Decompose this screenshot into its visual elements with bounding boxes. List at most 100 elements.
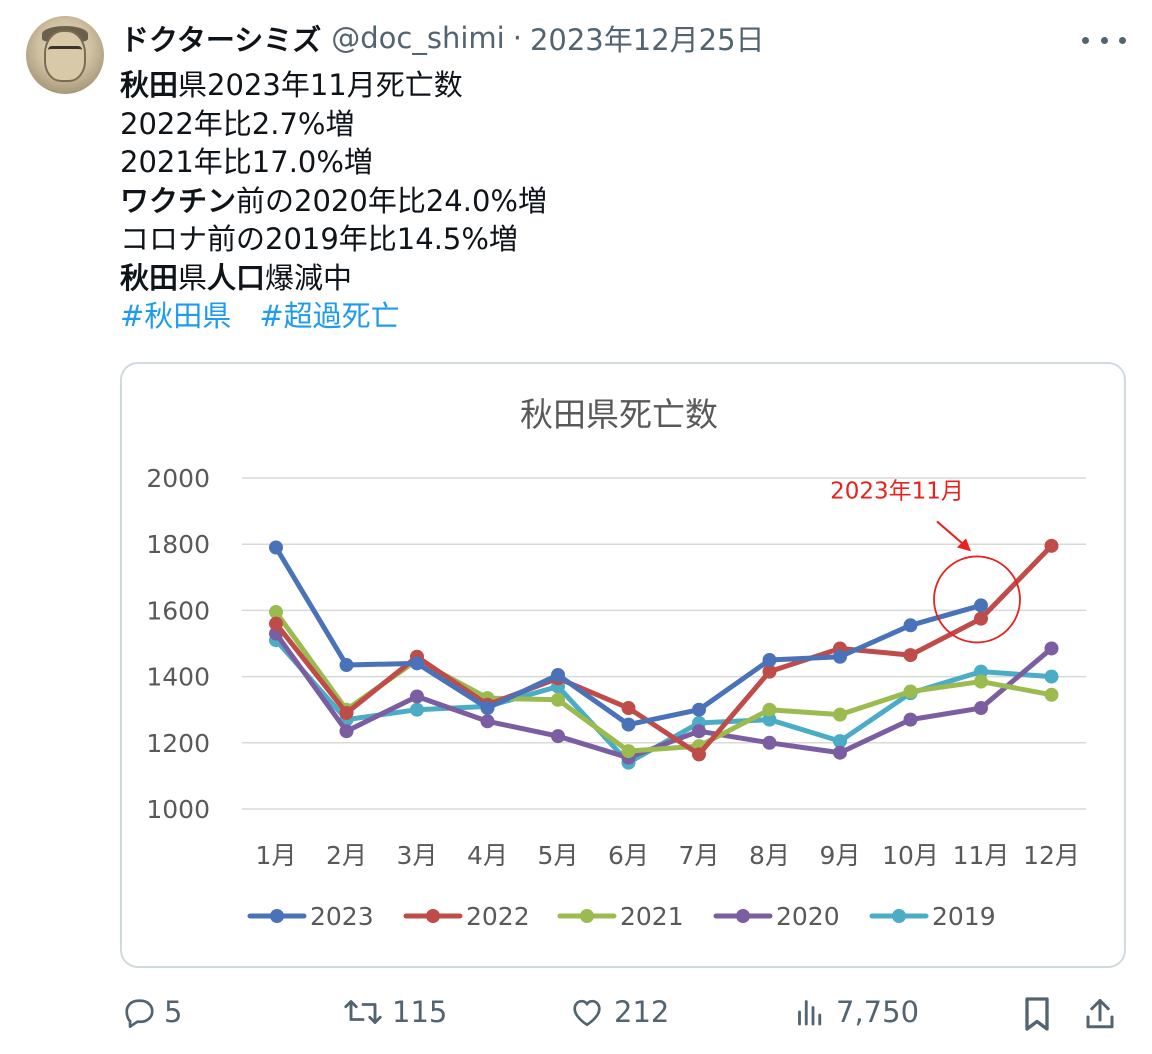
data-point-2019: [410, 702, 424, 717]
tweet-date[interactable]: 2023年12月25日: [529, 23, 765, 57]
data-point-2023: [974, 598, 988, 613]
legend-marker-2021: [580, 909, 594, 923]
x-tick-label: 11月: [953, 841, 1010, 870]
x-tick-label: 3月: [397, 841, 438, 870]
x-tick-label: 7月: [679, 841, 720, 870]
data-point-2023: [480, 701, 495, 716]
reply-count: 5: [164, 995, 183, 1029]
retweet-icon: [344, 1000, 382, 1024]
tweet-text-bold: 秋田: [120, 68, 179, 102]
data-point-2021: [551, 692, 565, 707]
data-point-2022: [903, 648, 918, 663]
series-line-2022: [273, 543, 1054, 757]
data-point-2020: [833, 745, 847, 760]
data-point-2021: [269, 605, 283, 620]
author-name[interactable]: ドクターシミズ: [120, 23, 322, 57]
tweet-text-segment: 県: [178, 260, 208, 295]
share-icon: [1086, 999, 1114, 1029]
reply-button[interactable]: 5: [120, 994, 182, 1030]
author-handle[interactable]: @doc_shimi: [331, 21, 505, 55]
y-tick-label: 1400: [146, 663, 210, 692]
data-point-2023: [621, 717, 636, 732]
annotation-circle: [933, 555, 1021, 644]
data-point-2019: [1044, 669, 1059, 684]
tweet-body: 秋田県2023年11月死亡数 2022年比2.7%増 2021年比17.0%増 ワクチ…: [120, 66, 547, 336]
data-point-2020: [692, 724, 706, 739]
chart-svg: 秋田県死亡数 2000 1800 1600 1400 1200 1000 1月 2月 3月 4月 5月…: [146, 395, 1086, 931]
data-point-2020: [480, 714, 495, 729]
action-bar: 5 115 212 7,750: [0, 990, 1152, 1040]
data-point-2021: [762, 702, 777, 717]
data-point-2023: [692, 702, 706, 717]
data-point-2020: [551, 729, 565, 744]
tweet-line: 2022年比2.7%増: [120, 105, 547, 144]
data-point-2021: [1044, 687, 1059, 702]
legend-marker-2023: [270, 909, 284, 923]
data-point-2020: [903, 712, 918, 727]
data-point-2023: [269, 540, 283, 555]
data-point-2022: [762, 664, 777, 679]
data-point-2020: [1044, 641, 1059, 656]
x-tick-label: 2月: [326, 841, 367, 870]
tweet-text-segment: 爆減中: [265, 260, 353, 295]
tweet-text-bold: 秋田: [120, 260, 179, 295]
data-point-2022: [692, 747, 706, 762]
data-point-2022: [339, 706, 354, 721]
more-dots-icon[interactable]: [1082, 26, 1126, 54]
media-card[interactable]: 秋田県死亡数 2000 1800 1600 1400 1200 1000 1月 2月 3月 4月 5月…: [120, 362, 1126, 968]
legend-marker-2019: [892, 909, 906, 923]
y-tick-label: 1600: [146, 596, 210, 625]
data-point-2023: [339, 658, 354, 673]
legend-label: 2022: [466, 902, 530, 931]
x-tick-label: 6月: [608, 841, 649, 870]
data-point-2019: [974, 664, 988, 679]
data-point-2021: [903, 684, 918, 699]
tweet-line: ワクチン前の2020年比24.0%増: [120, 182, 547, 221]
retweet-button[interactable]: 115: [342, 994, 447, 1030]
hashtag-row: #秋田県 #超過死亡: [120, 297, 547, 336]
tweet-line: 秋田県2023年11月死亡数: [120, 66, 547, 105]
data-point-2021: [833, 707, 847, 722]
data-point-2022: [269, 616, 283, 631]
data-point-2023: [833, 649, 847, 664]
data-point-2022: [974, 611, 988, 626]
retweet-count: 115: [392, 995, 448, 1029]
tweet-line: 秋田県人口爆減中: [120, 259, 547, 298]
avatar[interactable]: [26, 16, 104, 94]
bookmark-button[interactable]: [1020, 994, 1054, 1034]
series-line-2020: [273, 631, 1054, 761]
data-point-2023: [903, 618, 918, 633]
avatar-glasses: [48, 46, 82, 56]
tweet-line: 2021年比17.0%増: [120, 143, 547, 182]
tweet-text-segment: 2022年比2.7%増: [120, 106, 355, 141]
legend-label: 2021: [620, 902, 684, 931]
hashtag-link[interactable]: #超過死亡: [259, 299, 400, 333]
tweet-text-segment: コロナ前の2019年比14.5%増: [120, 222, 518, 256]
data-point-2023: [551, 667, 565, 682]
y-tick-label: 1000: [146, 795, 210, 824]
tweet-text-segment: 前の2020年比24.0%増: [236, 183, 547, 218]
x-tick-label: 9月: [820, 841, 861, 870]
data-point-2021: [621, 744, 636, 759]
views-button[interactable]: 7,750: [792, 994, 919, 1030]
chart-title: 秋田県死亡数: [520, 395, 718, 434]
series-line-2023: [273, 545, 984, 728]
legend-label: 2023: [310, 902, 374, 931]
hashtag-link[interactable]: #秋田県: [120, 299, 232, 333]
legend-marker-2020: [736, 909, 750, 923]
views-count: 7,750: [836, 995, 920, 1029]
like-count: 212: [614, 995, 670, 1029]
data-point-2023: [410, 656, 424, 671]
legend-marker-2022: [426, 909, 440, 923]
y-tick-label: 2000: [146, 464, 210, 493]
data-point-2020: [410, 689, 424, 704]
legend-label: 2020: [776, 902, 840, 931]
y-tick-label: 1800: [146, 530, 210, 559]
tweet-text-bold: 人口: [207, 260, 266, 295]
like-button[interactable]: 212: [568, 994, 669, 1030]
x-tick-label: 1月: [256, 841, 297, 870]
share-button[interactable]: [1082, 994, 1118, 1034]
bar-chart-icon: [798, 1000, 822, 1026]
heart-icon: [573, 999, 601, 1027]
tweet-line: コロナ前の2019年比14.5%増: [120, 220, 547, 259]
